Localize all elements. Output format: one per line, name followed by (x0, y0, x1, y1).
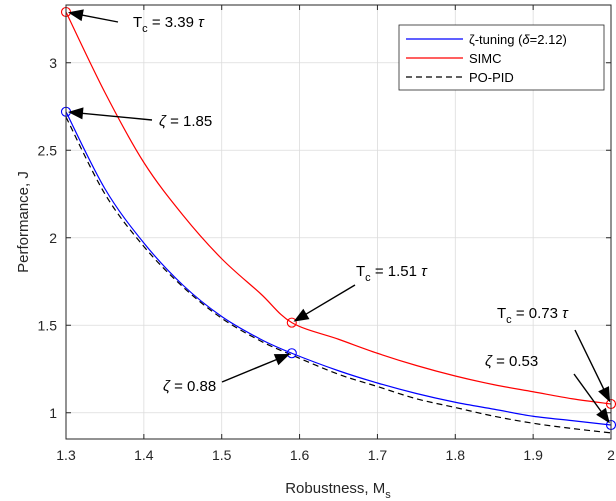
y-tick-label-0: 1 (49, 405, 57, 421)
annotation-label-1: ζ = 1.85 (159, 113, 212, 130)
series-line-po-pid (66, 116, 611, 434)
marker-2 (286, 317, 297, 328)
annotation-label-2-base: T (356, 263, 365, 280)
annotation-label-5-value: = 0.53 (492, 353, 538, 370)
annotation-arrow-head-4 (598, 386, 611, 403)
y-axis-label: Performance, J (15, 171, 32, 273)
annotation-arrow-head-1 (67, 107, 84, 120)
plot-frame (65, 4, 612, 440)
annotation-label-4-symbol: τ (562, 305, 569, 322)
y-tick-label-1: 1.5 (38, 317, 58, 333)
annotation-label-2-value: = 1.51 (371, 263, 421, 280)
annotation-label-4: Tc = 0.73 τ (497, 305, 569, 326)
annotation-label-0-value: = 3.39 (148, 14, 198, 31)
legend-label-zeta-suffix: =2.12) (530, 32, 567, 47)
x-tick-label-6: 1.9 (523, 447, 543, 463)
y-tick-label-4: 3 (49, 55, 57, 71)
annotation-label-3: ζ = 0.88 (163, 378, 216, 395)
x-tick-label-3: 1.6 (290, 447, 310, 463)
annotation-arrow-head-0 (67, 9, 84, 22)
annotation-label-5: ζ = 0.53 (485, 353, 538, 370)
annotation-label-2: Tc = 1.51 τ (356, 263, 428, 284)
annotation-label-4-sub: c (506, 314, 512, 326)
x-tick-label-0: 1.3 (56, 447, 76, 463)
legend-label-popid: PO-PID (469, 70, 514, 85)
series-line-simc (66, 11, 611, 405)
x-tick-label-1: 1.4 (134, 447, 154, 463)
annotation-label-2-symbol: τ (421, 263, 428, 280)
legend: ζ-tuning (δ=2.12) SIMC PO-PID (398, 24, 605, 91)
annotation-arrow-shaft-0 (80, 14, 119, 23)
annotation-arrow-shaft-2 (304, 284, 356, 316)
annotation-arrow-shaft-3 (221, 358, 279, 383)
annotation-label-0-base: T (133, 14, 142, 31)
legend-label-zeta: ζ-tuning (δ=2.12) (469, 32, 567, 47)
annotation-label-2-sub: c (365, 272, 371, 284)
x-axis-label-sub: s (385, 489, 391, 501)
x-tick-label-5: 1.8 (446, 447, 466, 463)
legend-label-zeta-delta: δ (522, 32, 530, 47)
annotation-label-0-sub: c (142, 23, 148, 35)
y-tick-label-3: 2.5 (38, 142, 58, 158)
legend-label-simc: SIMC (469, 51, 502, 66)
annotation-arrow-shaft-5 (573, 373, 603, 414)
x-tick-label-4: 1.7 (368, 447, 388, 463)
annotation-arrow-shaft-1 (80, 112, 153, 121)
annotation-arrow-head-2 (293, 308, 310, 322)
x-tick-label-2: 1.5 (212, 447, 232, 463)
annotation-label-4-base: T (497, 305, 506, 322)
annotation-label-0: Tc = 3.39 τ (133, 14, 205, 35)
y-tick-label-2: 2 (49, 230, 57, 246)
annotation-label-0-symbol: τ (198, 14, 205, 31)
annotations: Tc = 3.39 τ ζ = 1.85 Tc = 1.51 τ ζ = 0.88 Tc… (67, 9, 611, 424)
legend-label-zeta-prefix: ζ-tuning ( (469, 32, 523, 47)
annotation-arrow-shaft-4 (574, 329, 606, 391)
annotation-arrow-head-5 (596, 407, 610, 424)
annotation-label-1-value: = 1.85 (166, 113, 212, 130)
annotation-label-5-symbol: ζ (485, 353, 493, 370)
annotation-label-4-value: = 0.73 (512, 305, 562, 322)
x-axis-label-main: Robustness, M (285, 480, 385, 497)
annotation-arrow-head-3 (273, 354, 290, 366)
axis-ticks: 1.3 1.4 1.5 1.6 1.7 1.8 1.9 2 1 1.5 2 2.5 3 (38, 5, 615, 463)
x-axis-label: Robustness, Ms (285, 480, 391, 501)
series-lines (66, 11, 611, 434)
annotation-label-1-symbol: ζ (159, 113, 167, 130)
annotation-label-3-value: = 0.88 (170, 378, 216, 395)
annotation-label-3-symbol: ζ (163, 378, 171, 395)
marker-3 (286, 348, 297, 359)
series-line-zeta-tuning (66, 111, 611, 426)
x-tick-label-7: 2 (607, 447, 615, 463)
